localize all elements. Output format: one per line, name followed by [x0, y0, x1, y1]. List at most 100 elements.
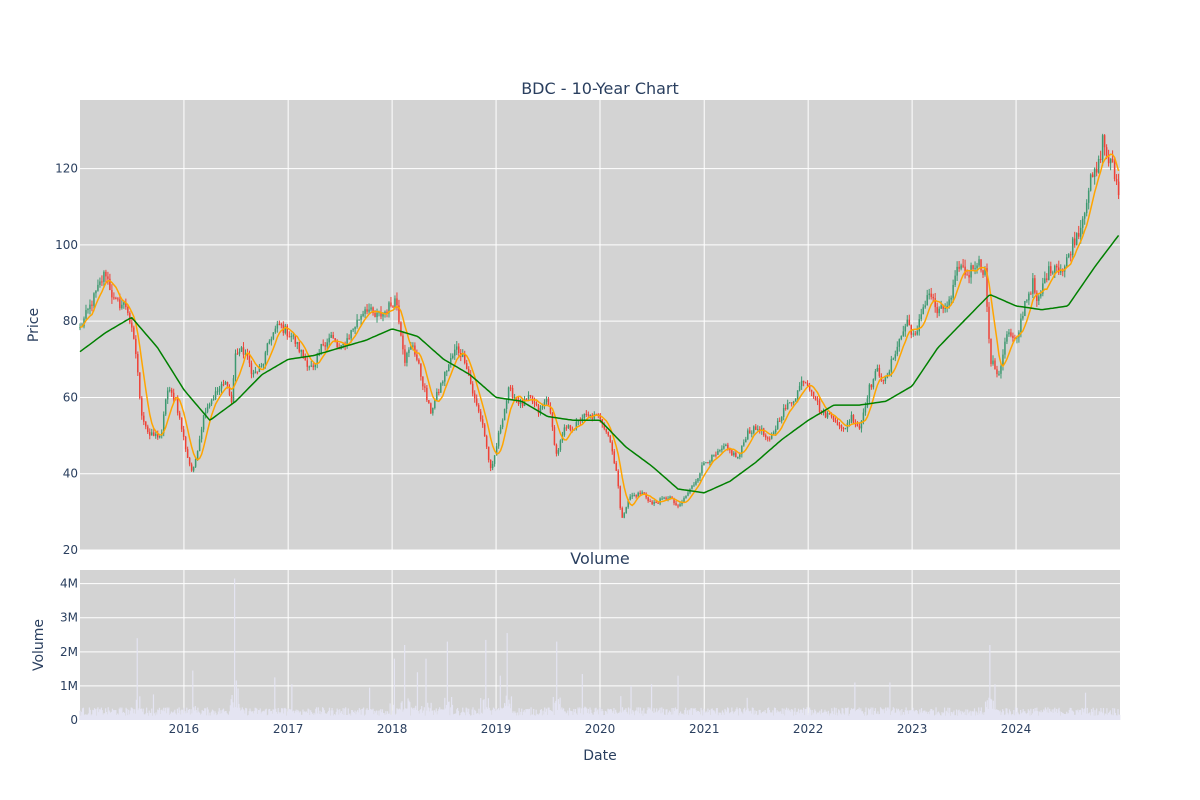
volume-bar — [619, 711, 621, 720]
candlestick — [802, 380, 805, 387]
volume-bar — [199, 714, 202, 720]
volume-bar — [932, 710, 935, 720]
candlestick — [246, 348, 249, 360]
candlestick — [737, 456, 739, 460]
volume-bar — [697, 710, 699, 720]
volume-bar — [184, 711, 186, 720]
candlestick — [615, 461, 617, 471]
volume-bar — [312, 714, 314, 720]
candlestick — [529, 394, 532, 399]
candlestick — [527, 391, 530, 402]
candlestick — [477, 403, 480, 414]
volume-bar — [398, 709, 400, 720]
price-gridlines — [80, 100, 1120, 551]
volume-bar — [590, 709, 592, 720]
volume-bar — [1113, 715, 1115, 720]
candlestick — [1075, 232, 1078, 246]
volume-bar — [938, 713, 941, 720]
volume-bar — [292, 710, 295, 720]
volume-bar — [496, 710, 498, 720]
volume-bar — [370, 709, 372, 720]
volume-bar — [207, 709, 209, 720]
volume-bar — [112, 710, 114, 720]
candlestick — [731, 449, 733, 457]
volume-bar — [984, 701, 987, 720]
volume-bar — [1107, 714, 1109, 720]
volume-bar — [1036, 707, 1038, 720]
volume-bar — [462, 711, 465, 720]
candlestick — [1038, 294, 1040, 305]
volume-bar — [85, 714, 87, 720]
volume-bar — [161, 709, 163, 720]
candlestick — [1030, 291, 1032, 295]
volume-bar — [962, 712, 964, 720]
volume-bar — [766, 713, 768, 720]
volume-bar — [206, 707, 208, 720]
volume-bar — [118, 708, 120, 720]
volume-bar — [109, 711, 111, 720]
volume-bar — [388, 713, 390, 720]
volume-bar — [1031, 714, 1033, 720]
volume-bar — [738, 715, 740, 720]
candlestick — [962, 258, 964, 269]
volume-bar — [255, 707, 257, 720]
candlestick — [559, 439, 562, 452]
volume-bar — [256, 708, 258, 720]
volume-bar — [936, 714, 938, 720]
volume-bar — [907, 710, 909, 720]
volume-bar — [561, 707, 563, 720]
volume-bar — [756, 715, 759, 720]
candlestick — [635, 494, 637, 499]
volume-bar — [525, 709, 527, 720]
volume-bar — [444, 697, 446, 720]
volume-bar — [791, 709, 793, 720]
volume-bar — [1009, 711, 1011, 720]
candlestick — [256, 371, 259, 375]
volume-bar — [771, 712, 773, 720]
volume-bar — [921, 712, 923, 720]
candlestick — [268, 339, 271, 345]
candlestick — [1056, 263, 1058, 272]
volume-bar — [673, 708, 675, 720]
volume-bar — [1013, 710, 1015, 720]
volume-bar — [138, 708, 140, 720]
volume-bar — [830, 713, 832, 720]
volume-bar — [1114, 712, 1117, 720]
volume-bar — [1105, 714, 1107, 720]
volume-bar — [1068, 709, 1070, 720]
volume-bar — [205, 715, 208, 720]
volume-bar — [744, 711, 747, 720]
volume-bar — [327, 712, 329, 720]
volume-bar — [95, 715, 97, 720]
volume-bar — [371, 709, 373, 720]
candlestick — [549, 402, 552, 415]
volume-bar — [209, 712, 211, 720]
volume-bar — [581, 673, 583, 720]
volume-bar — [695, 710, 697, 720]
volume-bar — [784, 715, 786, 720]
candlestick — [1095, 161, 1098, 177]
candlestick — [1008, 329, 1010, 337]
volume-bar — [534, 715, 536, 720]
long-moving-average-line — [79, 234, 1120, 494]
volume-bar — [925, 712, 927, 720]
volume-bar — [877, 711, 879, 720]
volume-bar — [169, 713, 172, 720]
volume-bar — [189, 714, 191, 720]
volume-bar — [869, 708, 871, 720]
volume-bar — [310, 712, 313, 720]
candlestick — [687, 490, 689, 497]
volume-bar — [382, 712, 384, 720]
volume-bar — [120, 709, 122, 720]
volume-bar — [683, 714, 685, 720]
candlestick — [440, 382, 442, 393]
volume-bar — [431, 710, 433, 720]
volume-bar — [954, 715, 956, 720]
volume-bar — [328, 707, 331, 720]
volume-bar — [703, 708, 705, 720]
candlestick — [914, 330, 916, 336]
volume-bar — [452, 714, 454, 720]
candlestick — [416, 349, 418, 362]
volume-bar — [344, 708, 346, 720]
volume-bar — [187, 712, 189, 720]
